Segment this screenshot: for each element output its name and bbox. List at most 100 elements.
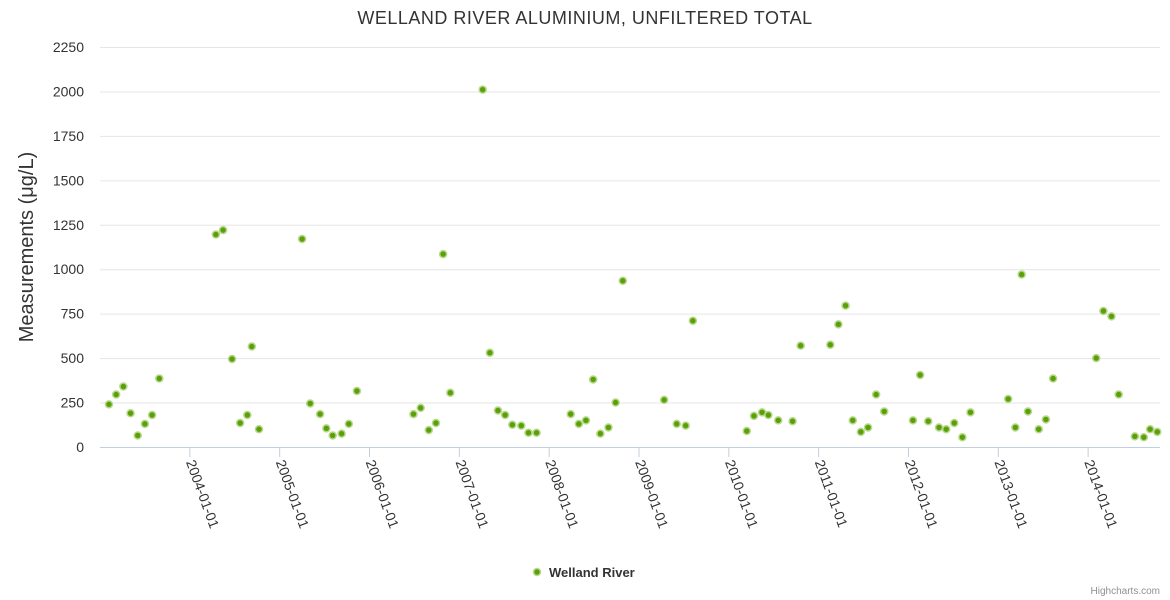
- data-point[interactable]: [618, 276, 628, 286]
- data-point[interactable]: [749, 411, 759, 421]
- x-axis: 2004-01-01 2005-01-01 2006-01-01 2007-01-01…: [100, 447, 1160, 531]
- data-point[interactable]: [1091, 353, 1101, 363]
- data-point[interactable]: [305, 399, 315, 408]
- data-point[interactable]: [841, 301, 850, 310]
- data-point[interactable]: [140, 419, 150, 429]
- data-point[interactable]: [485, 348, 495, 358]
- data-point[interactable]: [1034, 424, 1043, 434]
- y-tick-label: 1750: [53, 128, 84, 144]
- data-point[interactable]: [424, 425, 434, 435]
- data-point[interactable]: [834, 320, 843, 329]
- data-point[interactable]: [297, 234, 307, 244]
- data-point[interactable]: [796, 341, 805, 350]
- y-tick-label: 0: [76, 439, 84, 455]
- legend[interactable]: Welland River: [532, 565, 635, 580]
- data-point[interactable]: [500, 410, 510, 420]
- y-axis-label: Measurements (μg/L): [16, 152, 38, 342]
- data-point[interactable]: [681, 421, 690, 430]
- x-tick-label: 2006-01-01: [363, 458, 403, 531]
- data-point[interactable]: [133, 431, 142, 440]
- data-point[interactable]: [1153, 427, 1162, 437]
- data-point[interactable]: [879, 407, 889, 416]
- data-point[interactable]: [409, 409, 418, 419]
- data-point[interactable]: [517, 421, 526, 430]
- data-point[interactable]: [315, 409, 325, 419]
- data-point[interactable]: [247, 342, 257, 351]
- data-point[interactable]: [243, 410, 252, 420]
- data-point[interactable]: [826, 340, 835, 350]
- data-point[interactable]: [218, 225, 228, 235]
- data-point[interactable]: [104, 400, 114, 409]
- data-point[interactable]: [966, 408, 975, 417]
- data-point[interactable]: [227, 354, 237, 364]
- data-point[interactable]: [352, 386, 362, 396]
- grid-lines: [100, 47, 1160, 404]
- data-point[interactable]: [1017, 270, 1026, 279]
- legend-item-welland-river[interactable]: Welland River: [549, 565, 635, 580]
- data-point[interactable]: [588, 375, 598, 384]
- data-point[interactable]: [1107, 312, 1116, 321]
- data-point[interactable]: [328, 431, 337, 440]
- data-point[interactable]: [322, 424, 331, 433]
- data-point[interactable]: [688, 316, 698, 326]
- data-point[interactable]: [235, 418, 245, 428]
- y-tick-label: 2250: [53, 39, 84, 55]
- data-point[interactable]: [1130, 432, 1140, 441]
- data-point[interactable]: [611, 398, 620, 407]
- data-point[interactable]: [1003, 394, 1013, 404]
- credits-link[interactable]: Highcharts.com: [1091, 586, 1160, 597]
- data-point[interactable]: [1041, 415, 1051, 424]
- y-tick-label: 250: [61, 395, 85, 411]
- data-point[interactable]: [147, 410, 157, 420]
- data-point[interactable]: [126, 408, 135, 418]
- data-point[interactable]: [848, 416, 858, 425]
- data-point[interactable]: [915, 370, 925, 380]
- data-point[interactable]: [672, 419, 681, 429]
- data-point[interactable]: [478, 85, 487, 94]
- data-point[interactable]: [742, 426, 752, 436]
- data-point[interactable]: [416, 403, 425, 413]
- data-point[interactable]: [941, 424, 951, 434]
- x-tick-label: 2011-01-01: [812, 458, 851, 530]
- data-point[interactable]: [508, 420, 517, 430]
- data-point[interactable]: [659, 395, 669, 405]
- data-point[interactable]: [923, 416, 933, 426]
- data-point[interactable]: [1139, 432, 1149, 442]
- data-point[interactable]: [493, 406, 503, 415]
- data-point[interactable]: [1099, 306, 1108, 316]
- data-point[interactable]: [871, 390, 881, 399]
- data-point[interactable]: [764, 410, 773, 420]
- data-point[interactable]: [438, 249, 448, 259]
- data-point[interactable]: [532, 428, 541, 438]
- data-point[interactable]: [863, 423, 873, 432]
- data-point[interactable]: [1048, 374, 1058, 383]
- data-point[interactable]: [337, 429, 346, 438]
- data-point[interactable]: [344, 419, 354, 429]
- data-point[interactable]: [211, 230, 221, 239]
- data-point[interactable]: [596, 429, 605, 438]
- data-point[interactable]: [908, 416, 918, 425]
- data-point[interactable]: [446, 388, 455, 398]
- data-point[interactable]: [1023, 407, 1033, 416]
- data-point[interactable]: [856, 427, 866, 437]
- data-point[interactable]: [111, 390, 121, 399]
- data-point[interactable]: [574, 419, 584, 429]
- data-point[interactable]: [958, 432, 967, 442]
- data-point[interactable]: [1011, 423, 1020, 432]
- data-point[interactable]: [254, 424, 264, 434]
- data-point[interactable]: [788, 416, 797, 426]
- data-point[interactable]: [604, 423, 613, 432]
- data-point[interactable]: [524, 428, 533, 438]
- chart-title: WELLAND RIVER ALUMINIUM, UNFILTERED TOTA…: [357, 8, 812, 28]
- data-point[interactable]: [950, 418, 959, 428]
- data-point[interactable]: [773, 416, 783, 425]
- data-point[interactable]: [431, 418, 441, 428]
- data-point[interactable]: [566, 409, 575, 419]
- data-point[interactable]: [155, 374, 164, 383]
- data-point[interactable]: [1114, 390, 1123, 399]
- data-point[interactable]: [1145, 424, 1155, 434]
- data-point[interactable]: [581, 416, 591, 425]
- data-point[interactable]: [119, 382, 128, 391]
- y-tick-label: 1250: [53, 217, 84, 233]
- data-point[interactable]: [934, 423, 944, 432]
